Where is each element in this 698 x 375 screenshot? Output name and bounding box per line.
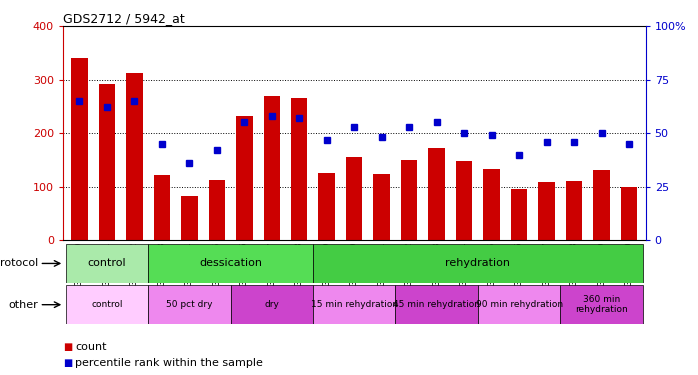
Text: dry: dry — [265, 300, 279, 309]
Bar — [98, 84, 115, 240]
Text: 45 min rehydration: 45 min rehydration — [393, 300, 480, 309]
Bar — [373, 174, 390, 240]
Bar — [538, 182, 555, 240]
Bar — [484, 169, 500, 240]
Bar — [181, 196, 198, 240]
Text: other: other — [8, 300, 38, 310]
Bar — [209, 180, 225, 240]
Bar — [456, 162, 473, 240]
Text: ■: ■ — [63, 342, 72, 352]
Bar — [396, 285, 478, 324]
Bar — [154, 175, 170, 240]
Text: percentile rank within the sample: percentile rank within the sample — [75, 358, 263, 368]
Text: GDS2712 / 5942_at: GDS2712 / 5942_at — [63, 12, 184, 25]
Bar — [230, 285, 313, 324]
Text: rehydration: rehydration — [445, 258, 510, 268]
Text: dessication: dessication — [199, 258, 262, 268]
Bar — [318, 173, 335, 240]
Text: 90 min rehydration: 90 min rehydration — [475, 300, 563, 309]
Text: protocol: protocol — [0, 258, 38, 268]
Bar — [429, 148, 445, 240]
Text: count: count — [75, 342, 107, 352]
Bar — [236, 116, 253, 240]
Bar — [264, 96, 280, 240]
Bar — [401, 160, 417, 240]
Bar — [148, 244, 313, 283]
Bar — [621, 187, 637, 240]
Bar — [511, 189, 528, 240]
Bar — [313, 285, 396, 324]
Bar — [313, 244, 643, 283]
Bar — [66, 285, 148, 324]
Text: 360 min
rehydration: 360 min rehydration — [575, 295, 628, 314]
Bar — [560, 285, 643, 324]
Bar — [126, 73, 142, 240]
Text: control: control — [91, 300, 123, 309]
Bar — [66, 244, 148, 283]
Bar — [71, 58, 87, 240]
Bar — [148, 285, 230, 324]
Bar — [478, 285, 560, 324]
Bar — [346, 157, 362, 240]
Text: 50 pct dry: 50 pct dry — [166, 300, 212, 309]
Bar — [593, 170, 610, 240]
Text: ■: ■ — [63, 358, 72, 368]
Bar — [566, 181, 582, 240]
Text: control: control — [87, 258, 126, 268]
Text: 15 min rehydration: 15 min rehydration — [311, 300, 398, 309]
Bar — [291, 98, 308, 240]
